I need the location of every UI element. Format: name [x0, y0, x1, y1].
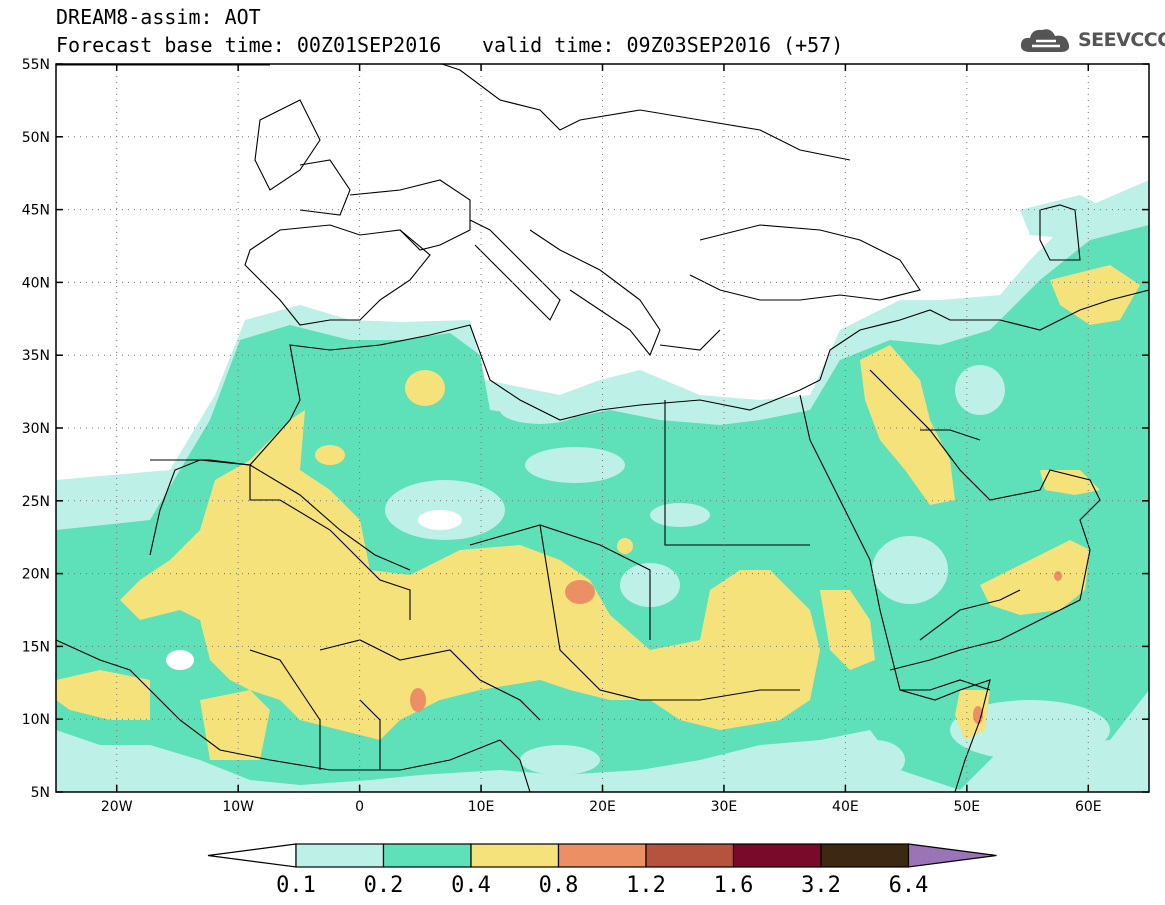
lon-tick-label: 0	[355, 799, 364, 815]
coastlines-borders	[56, 64, 1149, 792]
cloud-logo-icon	[1020, 29, 1070, 52]
forecast-base-time: Forecast base time: 00Z01SEP2016	[56, 33, 442, 57]
lon-tick-label: 60E	[1075, 799, 1102, 815]
lat-tick-label: 10N	[22, 712, 50, 728]
lat-tick-label: 5N	[31, 785, 50, 801]
lat-tick-label: 50N	[22, 130, 50, 146]
colorbar-label: 3.2	[801, 873, 841, 898]
aot-pockets-low	[166, 365, 1110, 780]
colorbar-label: 1.2	[626, 873, 666, 898]
colorbar-high-extension	[907, 843, 997, 868]
colorbar: 0.1 0.2 0.4 0.8 1.2 1.6 3.2 6.4	[207, 843, 997, 898]
colorbar-box	[820, 843, 910, 868]
lat-tick-label: 45N	[22, 203, 50, 219]
logo-text: SEEVCCC	[1078, 29, 1165, 51]
colorbar-label: 0.4	[451, 873, 491, 898]
colorbar-box	[732, 843, 822, 868]
colorbar-label: 0.1	[276, 873, 316, 898]
lat-tick-label: 35N	[22, 348, 50, 364]
colorbar-label: 0.8	[539, 873, 579, 898]
colorbar-box	[645, 843, 735, 868]
lat-tick-label: 15N	[22, 639, 50, 655]
lat-tick-label: 40N	[22, 275, 50, 291]
colorbar-low-extension	[207, 843, 297, 868]
lat-tick-label: 30N	[22, 421, 50, 437]
colorbar-label: 6.4	[889, 873, 929, 898]
lat-tick-label: 55N	[22, 57, 50, 73]
map-title: DREAM8-assim: AOT	[56, 5, 261, 29]
colorbar-box	[295, 843, 385, 868]
lon-tick-label: 10E	[468, 799, 495, 815]
seevccc-logo: SEEVCCC	[1018, 22, 1165, 58]
lat-tick-label: 25N	[22, 494, 50, 510]
lon-tick-label: 30E	[711, 799, 738, 815]
lon-tick-label: 50E	[953, 799, 980, 815]
lon-tick-label: 40E	[832, 799, 859, 815]
grid-lines	[56, 64, 1149, 792]
colorbar-label: 0.2	[364, 873, 404, 898]
axis-ticks: 55N 50N 45N 40N 35N 30N 25N 20N 15N 10N 5N 20W 10W 0 1…	[22, 57, 1149, 815]
lat-tick-label: 20N	[22, 567, 50, 583]
lon-tick-label: 20E	[589, 799, 616, 815]
colorbar-box	[382, 843, 472, 868]
lon-tick-label: 20W	[101, 799, 133, 815]
lon-tick-label: 10W	[222, 799, 254, 815]
valid-time: valid time: 09Z03SEP2016 (+57)	[482, 33, 844, 57]
colorbar-box	[470, 843, 560, 868]
colorbar-box	[557, 843, 647, 868]
colorbar-label: 1.6	[714, 873, 754, 898]
